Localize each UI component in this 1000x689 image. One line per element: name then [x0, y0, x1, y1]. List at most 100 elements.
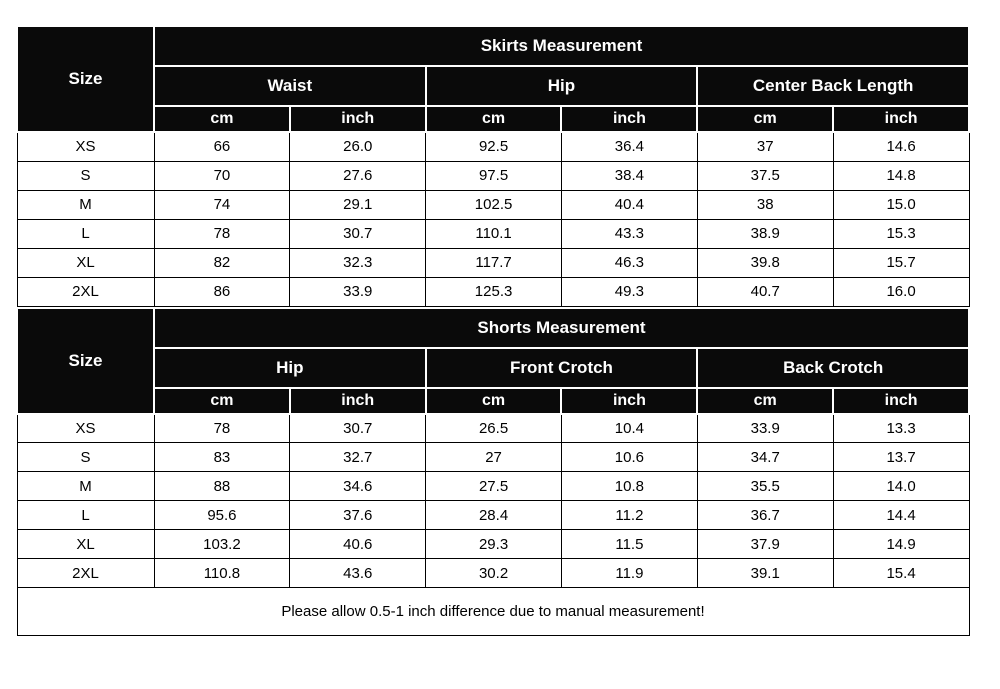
value-cell: 15.3 [832, 218, 970, 249]
value-cell: 36.7 [696, 500, 834, 530]
value-cell: 32.3 [289, 247, 427, 278]
value-cell: 11.9 [560, 558, 698, 588]
value-cell: 15.0 [832, 189, 970, 220]
value-cell: 86 [153, 276, 291, 307]
shorts-table: Size Shorts Measurement Hip Front Crotch… [16, 306, 970, 636]
value-cell: 37 [696, 131, 834, 162]
shorts-unit-hip-inch: inch [288, 386, 427, 415]
size-label: M [16, 189, 155, 220]
value-cell: 92.5 [425, 131, 562, 162]
skirts-title: Skirts Measurement [153, 25, 970, 67]
shorts-title: Shorts Measurement [153, 306, 970, 349]
value-cell: 14.8 [832, 160, 970, 191]
size-label: XL [16, 247, 155, 278]
table-row: XL 103.2 40.6 29.3 11.5 37.9 14.9 [16, 529, 970, 559]
skirts-size-header: Size [16, 25, 155, 133]
value-cell: 37.6 [289, 500, 427, 530]
size-label: XS [16, 413, 155, 443]
size-label: L [16, 500, 155, 530]
value-cell: 33.9 [289, 276, 427, 307]
skirts-unit-hip-cm: cm [424, 105, 563, 133]
value-cell: 97.5 [425, 160, 562, 191]
value-cell: 14.9 [832, 529, 970, 559]
shorts-group-front-crotch: Front Crotch [424, 346, 699, 389]
value-cell: 32.7 [289, 442, 427, 472]
value-cell: 14.6 [832, 131, 970, 162]
size-label: XS [16, 131, 155, 162]
value-cell: 49.3 [560, 276, 698, 307]
value-cell: 26.0 [289, 131, 427, 162]
value-cell: 40.6 [289, 529, 427, 559]
value-cell: 10.8 [560, 471, 698, 501]
table-row: XS 66 26.0 92.5 36.4 37 14.6 [16, 131, 970, 162]
value-cell: 34.6 [289, 471, 427, 501]
value-cell: 95.6 [153, 500, 291, 530]
value-cell: 10.4 [560, 413, 698, 443]
value-cell: 13.3 [832, 413, 970, 443]
table-row: S 70 27.6 97.5 38.4 37.5 14.8 [16, 160, 970, 191]
skirts-unit-cbl-inch: inch [832, 105, 970, 133]
value-cell: 11.5 [560, 529, 698, 559]
shorts-group-hip: Hip [153, 346, 427, 389]
value-cell: 78 [153, 413, 291, 443]
value-cell: 39.8 [696, 247, 834, 278]
value-cell: 70 [153, 160, 291, 191]
skirts-unit-cbl-cm: cm [696, 105, 835, 133]
value-cell: 40.7 [696, 276, 834, 307]
value-cell: 35.5 [696, 471, 834, 501]
value-cell: 125.3 [425, 276, 562, 307]
size-label: XL [16, 529, 155, 559]
table-row: L 78 30.7 110.1 43.3 38.9 15.3 [16, 218, 970, 249]
size-label: M [16, 471, 155, 501]
value-cell: 33.9 [696, 413, 834, 443]
value-cell: 30.7 [289, 218, 427, 249]
size-label: S [16, 160, 155, 191]
skirts-unit-hip-inch: inch [560, 105, 699, 133]
value-cell: 34.7 [696, 442, 834, 472]
shorts-unit-hip-cm: cm [153, 386, 291, 415]
table-row: 2XL 86 33.9 125.3 49.3 40.7 16.0 [16, 276, 970, 307]
size-label: 2XL [16, 558, 155, 588]
value-cell: 27.5 [425, 471, 562, 501]
value-cell: 11.2 [560, 500, 698, 530]
footer-note: Please allow 0.5-1 inch difference due t… [16, 587, 970, 636]
size-label: L [16, 218, 155, 249]
shorts-unit-back-crotch-cm: cm [696, 386, 835, 415]
value-cell: 29.3 [425, 529, 562, 559]
skirts-group-waist: Waist [153, 65, 427, 107]
table-row: S 83 32.7 27 10.6 34.7 13.7 [16, 442, 970, 472]
value-cell: 110.1 [425, 218, 562, 249]
value-cell: 26.5 [425, 413, 562, 443]
value-cell: 103.2 [153, 529, 291, 559]
value-cell: 43.3 [560, 218, 698, 249]
value-cell: 38.9 [696, 218, 834, 249]
skirts-unit-waist-cm: cm [153, 105, 291, 133]
value-cell: 15.7 [832, 247, 970, 278]
table-row: L 95.6 37.6 28.4 11.2 36.7 14.4 [16, 500, 970, 530]
shorts-unit-front-crotch-inch: inch [560, 386, 699, 415]
value-cell: 38 [696, 189, 834, 220]
value-cell: 117.7 [425, 247, 562, 278]
value-cell: 13.7 [832, 442, 970, 472]
value-cell: 37.9 [696, 529, 834, 559]
value-cell: 110.8 [153, 558, 291, 588]
value-cell: 14.0 [832, 471, 970, 501]
value-cell: 43.6 [289, 558, 427, 588]
value-cell: 30.2 [425, 558, 562, 588]
value-cell: 29.1 [289, 189, 427, 220]
value-cell: 27.6 [289, 160, 427, 191]
value-cell: 88 [153, 471, 291, 501]
value-cell: 46.3 [560, 247, 698, 278]
skirts-table: Size Skirts Measurement Waist Hip Center… [16, 25, 970, 307]
size-label: S [16, 442, 155, 472]
shorts-unit-front-crotch-cm: cm [424, 386, 563, 415]
value-cell: 14.4 [832, 500, 970, 530]
shorts-unit-back-crotch-inch: inch [832, 386, 970, 415]
value-cell: 40.4 [560, 189, 698, 220]
table-row: XS 78 30.7 26.5 10.4 33.9 13.3 [16, 413, 970, 443]
value-cell: 10.6 [560, 442, 698, 472]
value-cell: 83 [153, 442, 291, 472]
skirts-unit-waist-inch: inch [288, 105, 427, 133]
table-row: 2XL 110.8 43.6 30.2 11.9 39.1 15.4 [16, 558, 970, 588]
skirts-group-center-back-length: Center Back Length [696, 65, 970, 107]
